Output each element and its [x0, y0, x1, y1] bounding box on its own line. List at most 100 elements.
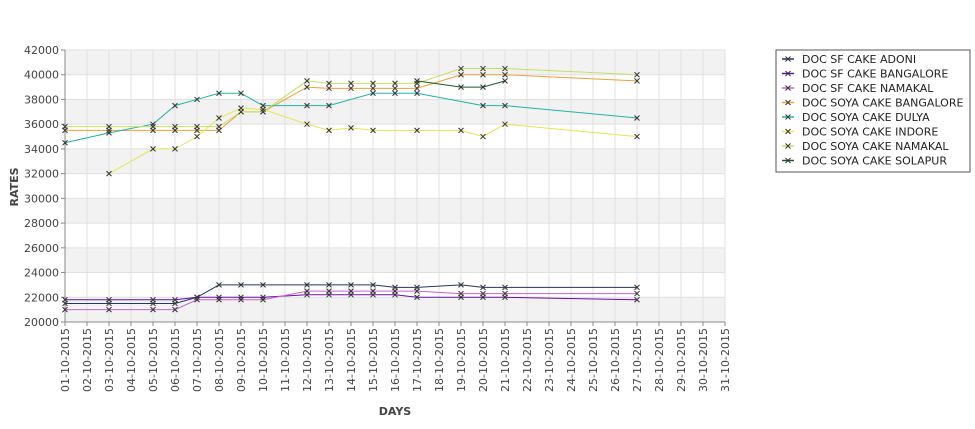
data-point-marker [502, 65, 508, 72]
series-line [108, 107, 638, 175]
data-point-marker [392, 80, 398, 87]
data-point-marker [414, 80, 420, 87]
data-point-marker [326, 80, 332, 87]
x-tick-label: 05-10-2015 [147, 328, 160, 392]
data-point-marker [348, 282, 354, 288]
series-line [416, 80, 506, 88]
data-point-marker [106, 306, 112, 313]
x-tick-label: 12-10-2015 [301, 328, 314, 392]
x-tick-label: 11-10-2015 [279, 328, 292, 392]
data-point-marker [370, 282, 376, 288]
y-tick-label: 30000 [24, 192, 59, 205]
data-point-marker [458, 71, 464, 78]
data-point-marker [216, 123, 222, 130]
data-point-marker [458, 65, 464, 72]
data-point-marker [348, 288, 354, 294]
x-tick-label: 02-10-2015 [81, 328, 94, 392]
data-point-marker [216, 282, 222, 288]
data-point-marker [480, 284, 486, 291]
data-point-marker [326, 288, 332, 294]
data-point-marker [194, 123, 200, 130]
data-point-marker [106, 129, 112, 136]
data-point-marker [238, 282, 244, 288]
series-group [62, 288, 640, 313]
y-tick-label: 26000 [24, 242, 59, 255]
x-tick-label: 22-10-2015 [521, 328, 534, 392]
data-point-marker [480, 133, 486, 140]
data-point-marker [194, 294, 200, 301]
y-tick-label: 38000 [24, 93, 59, 106]
x-tick-label: 27-10-2015 [631, 328, 644, 392]
y-tick-label: 42000 [24, 44, 59, 57]
series-line [65, 294, 638, 301]
data-point-marker [414, 78, 420, 84]
data-point-marker [392, 85, 398, 92]
series-layer [62, 65, 640, 313]
data-point-marker [502, 290, 508, 297]
data-point-marker [238, 296, 244, 303]
x-tick-label: 25-10-2015 [587, 328, 600, 392]
legend-label: DOC SOYA CAKE INDORE [802, 126, 938, 139]
data-point-marker [106, 170, 112, 177]
data-point-marker [634, 284, 640, 291]
data-point-marker [370, 80, 376, 87]
series-line [64, 92, 638, 144]
data-point-marker [326, 282, 332, 288]
data-point-marker [304, 121, 310, 128]
data-point-marker [458, 282, 464, 288]
data-point-marker [414, 294, 420, 301]
data-point-marker [260, 296, 266, 303]
data-point-marker [392, 90, 398, 97]
data-point-marker [238, 108, 244, 115]
legend-marker [785, 143, 791, 149]
data-point-marker [150, 146, 156, 152]
y-tick-label: 28000 [24, 217, 59, 230]
series-line [65, 68, 638, 128]
grid-lines [64, 49, 726, 323]
data-point-marker [480, 84, 486, 90]
legend-marker [785, 56, 791, 62]
data-point-marker [634, 115, 640, 121]
data-point-marker [216, 296, 222, 303]
data-point-marker [238, 90, 244, 97]
data-point-marker [304, 84, 310, 90]
series-group [414, 78, 508, 90]
data-point-marker [172, 306, 178, 313]
x-tick-label: 15-10-2015 [367, 328, 380, 392]
series-group [106, 105, 640, 177]
data-point-marker [414, 127, 420, 134]
data-point-marker [634, 133, 640, 140]
data-point-marker [304, 102, 310, 109]
data-point-marker [304, 78, 310, 84]
x-tick-label: 26-10-2015 [609, 328, 622, 392]
x-tick-label: 09-10-2015 [235, 328, 248, 392]
y-tick-label: 20000 [24, 316, 59, 329]
legend-label: DOC SF CAKE NAMAKAL [802, 82, 934, 95]
data-point-marker [326, 102, 332, 109]
legend-label: DOC SOYA CAKE DULYA [802, 111, 930, 124]
data-point-marker [150, 306, 156, 313]
data-point-marker [62, 296, 68, 303]
data-point-marker [348, 85, 354, 92]
x-tick-label: 03-10-2015 [103, 328, 116, 392]
data-point-marker [106, 123, 112, 130]
data-point-marker [62, 139, 68, 146]
data-point-marker [502, 102, 508, 109]
legend-marker [785, 128, 791, 135]
series-line [65, 74, 638, 131]
x-tick-label: 21-10-2015 [499, 328, 512, 392]
data-point-marker [326, 127, 332, 134]
legend-label: DOC SF CAKE ADONI [802, 53, 916, 66]
data-point-marker [216, 294, 222, 301]
x-tick-label: 29-10-2015 [675, 328, 688, 392]
data-point-marker [62, 123, 68, 130]
data-point-marker [194, 96, 200, 103]
data-point-marker [502, 284, 508, 291]
x-tick-label: 06-10-2015 [169, 328, 182, 392]
y-tick-label: 40000 [24, 69, 59, 82]
data-point-marker [414, 288, 420, 294]
x-tick-label: 07-10-2015 [191, 328, 204, 392]
legend-label: DOC SOYA CAKE SOLAPUR [802, 155, 947, 168]
